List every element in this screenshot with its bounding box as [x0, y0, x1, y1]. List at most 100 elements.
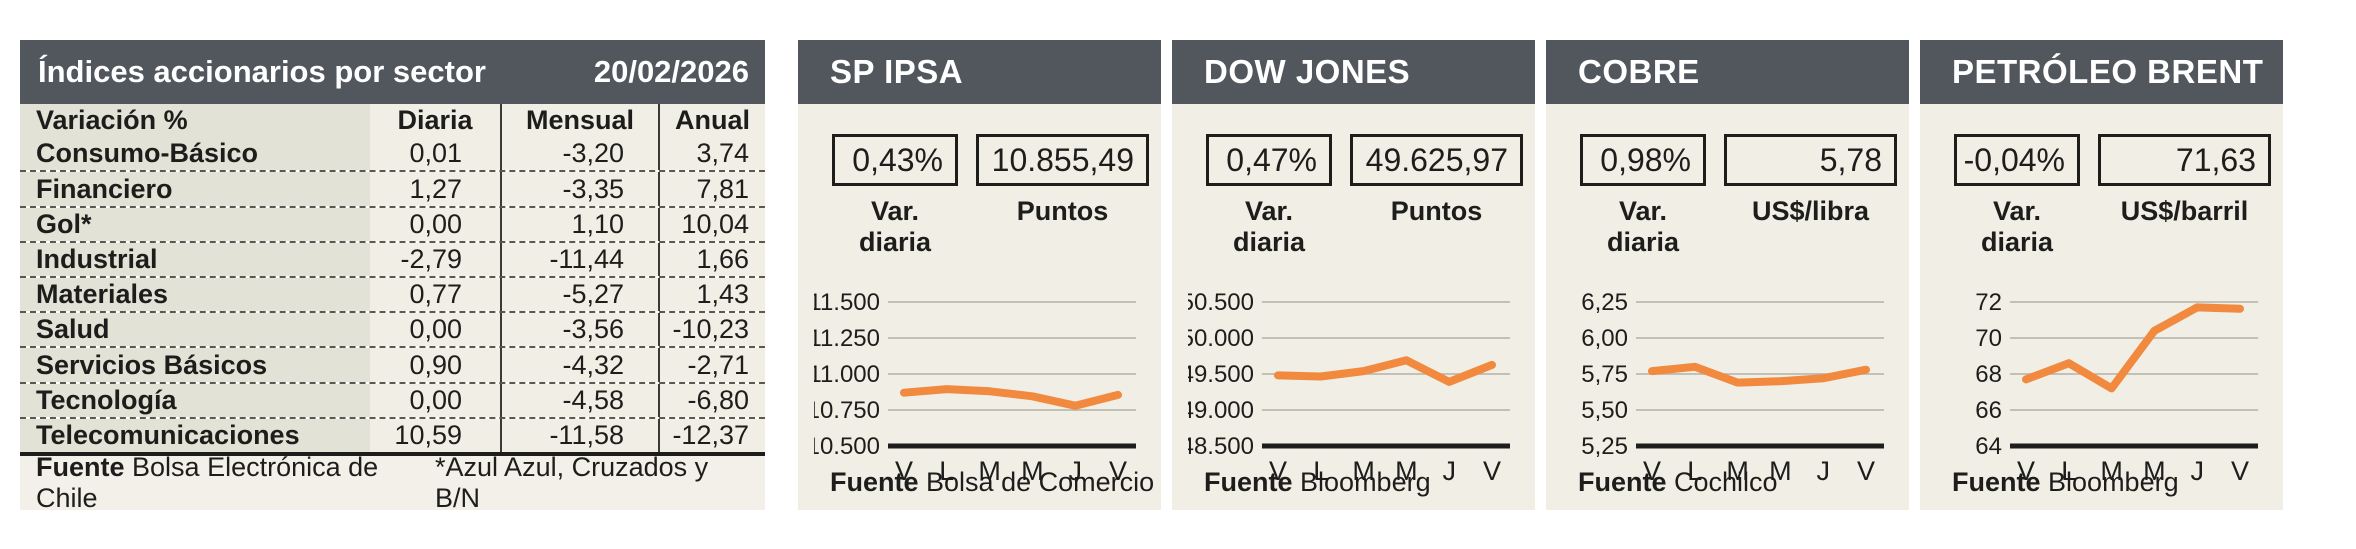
- x-tick-label: V: [1643, 456, 1661, 486]
- panel-title-bar: PETRÓLEO BRENT: [1920, 40, 2283, 104]
- monthly-value: -4,58: [500, 383, 658, 417]
- sector-label: Servicios Básicos: [20, 348, 370, 382]
- value-boxes: 0,47% 49.625,97: [1172, 104, 1535, 186]
- index-panel-petr-leo-brent: PETRÓLEO BRENT -0,04% 71,63 Var. diaria …: [1920, 40, 2283, 510]
- annual-value: 10,04: [658, 207, 765, 241]
- panel-title: COBRE: [1578, 53, 1700, 90]
- table-row: Industrial -2,79 -11,44 1,66: [20, 240, 765, 277]
- table-title: Índices accionarios por sector: [38, 54, 486, 89]
- daily-variation-label: Var. diaria: [1980, 196, 2054, 257]
- y-tick-label: 10.500: [814, 433, 880, 460]
- table-source-bar: Fuente Bolsa Electrónica de Chile *Azul …: [20, 452, 765, 513]
- table-footnote: *Azul Azul, Cruzados y B/N: [435, 452, 709, 513]
- x-tick-label: V: [1483, 456, 1501, 486]
- points-unit-label: US$/barril: [2120, 196, 2249, 226]
- panel-title: SP IPSA: [830, 53, 964, 90]
- column-header-variacion: Variación %: [20, 104, 370, 138]
- y-tick-label: 72: [1975, 289, 2002, 316]
- y-tick-label: 64: [1975, 433, 2002, 460]
- x-tick-label: J: [1816, 456, 1830, 486]
- x-tick-label: J: [1442, 456, 1456, 486]
- monthly-value: -3,20: [500, 137, 658, 171]
- x-tick-label: L: [2061, 456, 2076, 486]
- index-panel-cobre: COBRE 0,98% 5,78 Var. diaria US$/libra 6…: [1546, 40, 1909, 510]
- sector-label: Gol*: [20, 207, 370, 241]
- annual-value: 7,81: [658, 172, 765, 206]
- x-tick-label: M: [978, 456, 1001, 486]
- index-panel-dow-jones: DOW JONES 0,47% 49.625,97 Var. diaria Pu…: [1172, 40, 1535, 510]
- x-tick-label: V: [2017, 456, 2035, 486]
- annual-value: 1,66: [658, 242, 765, 277]
- sector-label: Salud: [20, 313, 370, 347]
- table-row: Salud 0,00 -3,56 -10,23: [20, 311, 765, 347]
- panel-body: 0,47% 49.625,97 Var. diaria Puntos 50.50…: [1172, 104, 1535, 510]
- table-row: Tecnología 0,00 -4,58 -6,80: [20, 381, 765, 417]
- monthly-value: -11,58: [500, 418, 658, 453]
- x-tick-label: V: [2231, 456, 2249, 486]
- points-unit-label: Puntos: [1390, 196, 1483, 226]
- panel-title: PETRÓLEO BRENT: [1952, 53, 2264, 90]
- table-row: Servicios Básicos 0,90 -4,32 -2,71: [20, 346, 765, 382]
- column-header-mensual: Mensual: [500, 104, 658, 138]
- value-box-labels: Var. diaria Puntos: [798, 196, 1161, 258]
- panel-source: Fuente Bloomberg: [1952, 467, 2179, 497]
- x-tick-label: J: [1068, 456, 1082, 486]
- trend-line: [1648, 362, 1870, 387]
- monthly-value: -11,44: [500, 242, 658, 277]
- table-title-bar: Índices accionarios por sector 20/02/202…: [20, 40, 765, 104]
- x-tick-label: L: [1687, 456, 1702, 486]
- annual-value: -6,80: [658, 383, 765, 417]
- points-unit-label: Puntos: [1016, 196, 1109, 226]
- table-date: 20/02/2026: [593, 54, 749, 89]
- value-box-labels: Var. diaria US$/libra: [1546, 196, 1909, 258]
- y-tick-label: 50.000: [1188, 325, 1254, 352]
- table-row: Financiero 1,27 -3,35 7,81: [20, 170, 765, 206]
- index-panel-sp-ipsa: SP IPSA 0,43% 10.855,49 Var. diaria Punt…: [798, 40, 1161, 510]
- daily-value: 0,00: [370, 313, 500, 347]
- table-row: Materiales 0,77 -5,27 1,43: [20, 276, 765, 312]
- monthly-value: -3,35: [500, 172, 658, 206]
- daily-value: 10,59: [370, 418, 500, 453]
- panel-body: 0,43% 10.855,49 Var. diaria Puntos 11.50…: [798, 104, 1161, 510]
- annual-value: -2,71: [658, 348, 765, 382]
- x-tick-label: V: [1269, 456, 1287, 486]
- daily-variation-box: 0,47%: [1206, 134, 1332, 186]
- table-row: Consumo-Básico 0,01 -3,20 3,74: [20, 137, 765, 171]
- points-box: 10.855,49: [976, 134, 1149, 186]
- daily-variation-label: Var. diaria: [1606, 196, 1680, 257]
- y-tick-label: 5,50: [1581, 397, 1628, 424]
- trend-line: [1274, 356, 1496, 386]
- daily-variation-box: -0,04%: [1954, 134, 2080, 186]
- points-box: 71,63: [2098, 134, 2271, 186]
- x-tick-label: V: [1857, 456, 1875, 486]
- column-header-anual: Anual: [658, 104, 765, 138]
- panel-title: DOW JONES: [1204, 53, 1411, 90]
- trend-line: [2022, 303, 2244, 393]
- points-box: 49.625,97: [1350, 134, 1523, 186]
- x-tick-label: M: [1769, 456, 1792, 486]
- x-tick-label: M: [2100, 456, 2123, 486]
- y-tick-label: 6,00: [1581, 325, 1628, 352]
- value-boxes: 0,98% 5,78: [1546, 104, 1909, 186]
- value-boxes: 0,43% 10.855,49: [798, 104, 1161, 186]
- panel-body: -0,04% 71,63 Var. diaria US$/barril 72 70…: [1920, 104, 2283, 510]
- sector-label: Industrial: [20, 242, 370, 277]
- monthly-value: -4,32: [500, 348, 658, 382]
- y-tick-label: 68: [1975, 361, 2002, 388]
- daily-value: -2,79: [370, 242, 500, 277]
- table-body: Variación % Diaria Mensual Anual Consumo…: [20, 104, 765, 453]
- x-tick-label: M: [1395, 456, 1418, 486]
- panel-title-bar: COBRE: [1546, 40, 1909, 104]
- annual-value: -10,23: [658, 313, 765, 347]
- daily-value: 0,77: [370, 278, 500, 312]
- value-box-labels: Var. diaria US$/barril: [1920, 196, 2283, 258]
- x-tick-label: L: [1313, 456, 1328, 486]
- x-tick-label: M: [1021, 456, 1044, 486]
- table-source: Fuente Bolsa Electrónica de Chile: [36, 452, 379, 513]
- sector-indices-table: Índices accionarios por sector 20/02/202…: [20, 40, 765, 513]
- y-tick-label: 10.750: [814, 397, 880, 424]
